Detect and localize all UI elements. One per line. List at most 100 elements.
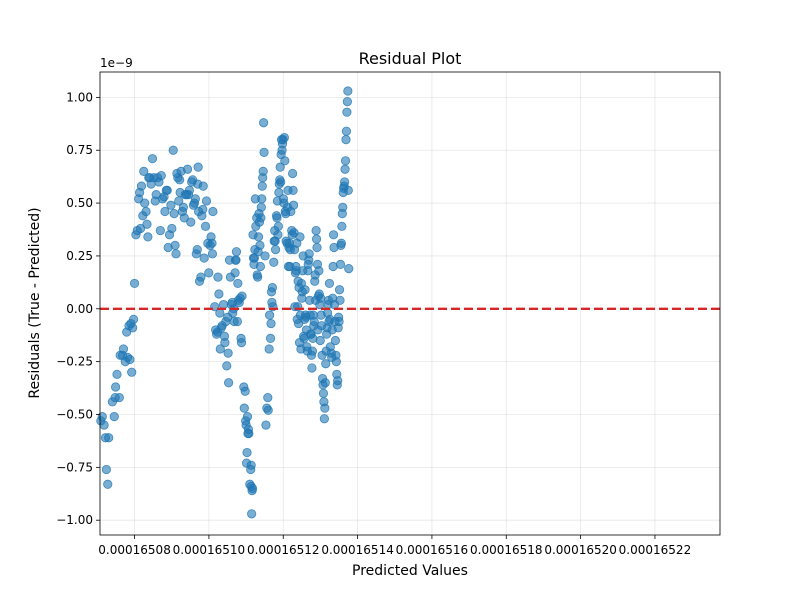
scatter-point — [333, 376, 343, 386]
scatter-point — [334, 316, 344, 327]
scatter-point — [178, 202, 188, 212]
scatter-point — [256, 202, 266, 212]
scatter-point — [242, 447, 252, 458]
scatter-point — [160, 206, 170, 217]
scatter-point — [319, 414, 329, 424]
y-tick-label: −0.50 — [56, 407, 93, 421]
scatter-point — [288, 185, 298, 195]
scatter-point — [247, 483, 258, 494]
scatter-point — [112, 369, 122, 379]
scatter-point — [311, 234, 322, 244]
scatter-point — [309, 316, 319, 327]
scatter-point — [103, 479, 113, 489]
scatter-point — [167, 223, 177, 234]
scatter-point — [208, 206, 218, 217]
scatter-point — [200, 221, 211, 231]
scatter-point — [255, 240, 265, 250]
scatter-point — [335, 295, 345, 305]
scatter-point — [192, 244, 202, 255]
y-axis-label: Residuals (True - Predicted) — [27, 207, 43, 398]
scatter-point — [335, 259, 346, 269]
scatter-point — [273, 230, 283, 240]
scatter-point — [246, 460, 256, 470]
y-tick-label: 0.75 — [66, 143, 93, 157]
scatter-point — [141, 206, 151, 217]
scatter-point — [263, 405, 273, 415]
scatter-point — [198, 181, 208, 191]
scatter-point — [129, 314, 139, 324]
scatter-point — [231, 255, 241, 265]
scatter-point — [257, 194, 267, 204]
scatter-point — [143, 232, 153, 242]
scatter-point — [223, 348, 233, 358]
scatter-point — [220, 338, 230, 348]
scatter-point — [259, 147, 269, 157]
scatter-point — [239, 403, 249, 413]
scatter-point — [295, 232, 305, 242]
scatter-point — [111, 382, 121, 392]
scatter-point — [242, 412, 253, 422]
scatter-point — [321, 359, 331, 369]
scatter-point — [315, 335, 325, 346]
y-axis-offset-text: 1e−9 — [100, 56, 133, 70]
scatter-point — [253, 272, 263, 282]
scatter-point — [253, 232, 264, 242]
y-tick-label: 0.00 — [66, 302, 93, 316]
y-axis-ticks: −1.00 −0.75 −0.50 −0.25 0.00 0.25 0.50 0.75 1.00 — [56, 90, 100, 527]
scatter-point — [343, 185, 353, 195]
scatter-point — [276, 177, 286, 187]
scatter-point — [129, 278, 140, 289]
scatter-point — [207, 249, 218, 259]
scatter-point — [304, 249, 314, 259]
scatter-point — [342, 97, 352, 107]
y-tick-label: −0.75 — [56, 460, 93, 474]
grid-lines — [100, 72, 720, 535]
scatter-point — [218, 299, 229, 310]
scatter-point — [270, 244, 281, 255]
scatter-point — [162, 185, 172, 195]
scatter-point — [341, 135, 351, 145]
scatter-point — [237, 291, 247, 301]
scatter-point — [330, 335, 340, 346]
x-tick-label: 0.00016512 — [247, 543, 320, 557]
scatter-point — [169, 209, 179, 219]
y-tick-label: 1.00 — [66, 90, 93, 104]
scatter-point — [344, 264, 354, 274]
scatter-point — [316, 293, 326, 303]
scatter-point — [244, 428, 254, 439]
chart-title: Residual Plot — [359, 49, 462, 68]
scatter-point — [184, 185, 194, 195]
scatter-point — [204, 268, 214, 278]
scatter-point — [324, 278, 335, 289]
scatter-point — [280, 156, 290, 166]
scatter-point — [247, 509, 257, 519]
scatter-point — [109, 412, 119, 422]
scatter-point — [182, 164, 193, 174]
y-tick-label: −0.25 — [56, 355, 93, 369]
scatter-point — [265, 333, 276, 343]
scatter-point — [175, 175, 185, 185]
scatter-point — [97, 412, 107, 422]
scatter-point — [272, 213, 282, 223]
scatter-point — [265, 310, 275, 320]
scatter-point — [199, 253, 209, 263]
scatter-point — [231, 247, 242, 257]
scatter-point — [311, 225, 321, 236]
scatter-point — [240, 386, 250, 396]
scatter-point — [155, 225, 165, 236]
scatter-point — [101, 464, 111, 475]
scatter-point — [125, 354, 135, 365]
plot-area-frame — [99, 71, 721, 536]
scatter-point — [114, 392, 124, 403]
scatter-point — [118, 344, 129, 354]
scatter-point — [190, 194, 200, 204]
scatter-point — [128, 323, 138, 333]
scatter-point — [314, 266, 324, 276]
scatter-point — [142, 219, 152, 229]
scatter-point — [236, 338, 247, 348]
scatter-point — [147, 154, 158, 164]
scatter-point — [312, 242, 322, 253]
scatter-point — [340, 177, 350, 187]
scatter-point — [263, 392, 273, 403]
scatter-point — [257, 181, 267, 191]
